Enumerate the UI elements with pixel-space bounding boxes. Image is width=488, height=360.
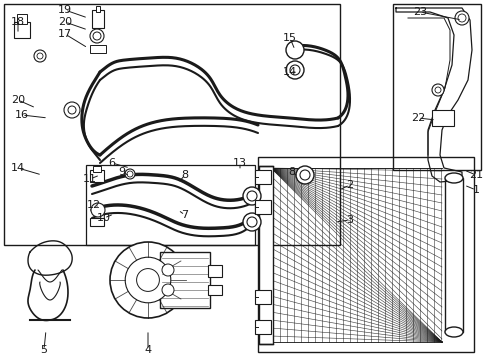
Circle shape xyxy=(457,14,465,22)
Bar xyxy=(444,178,462,332)
Circle shape xyxy=(295,166,313,184)
Text: 14: 14 xyxy=(11,163,25,173)
Text: 6: 6 xyxy=(108,158,115,168)
Circle shape xyxy=(93,32,101,40)
Text: 9: 9 xyxy=(118,167,125,177)
Circle shape xyxy=(434,87,440,93)
Text: 19: 19 xyxy=(58,5,72,15)
Text: 13: 13 xyxy=(232,158,246,168)
Bar xyxy=(431,110,453,126)
Circle shape xyxy=(454,11,468,25)
Bar xyxy=(90,170,104,182)
Bar xyxy=(90,45,106,53)
Bar xyxy=(160,252,209,308)
Circle shape xyxy=(246,217,257,227)
Bar xyxy=(207,285,222,295)
Bar xyxy=(254,290,270,304)
Bar xyxy=(14,22,30,38)
Circle shape xyxy=(125,257,170,303)
Text: 12: 12 xyxy=(87,200,101,210)
Bar xyxy=(92,10,104,28)
Circle shape xyxy=(162,264,174,276)
Circle shape xyxy=(285,61,304,79)
Text: 15: 15 xyxy=(283,33,296,43)
Text: 10: 10 xyxy=(97,213,111,223)
Text: 8: 8 xyxy=(288,167,295,177)
Circle shape xyxy=(34,50,46,62)
Circle shape xyxy=(431,84,443,96)
Circle shape xyxy=(285,41,304,59)
Bar xyxy=(259,166,272,344)
Circle shape xyxy=(299,170,309,180)
Circle shape xyxy=(289,65,299,75)
Text: 20: 20 xyxy=(11,95,25,105)
Circle shape xyxy=(91,203,105,217)
Circle shape xyxy=(68,106,76,114)
Circle shape xyxy=(136,269,159,291)
Bar xyxy=(90,218,104,226)
Text: 11: 11 xyxy=(83,174,97,184)
Circle shape xyxy=(162,284,174,296)
Bar xyxy=(93,166,101,172)
Bar xyxy=(86,165,254,245)
Text: 2: 2 xyxy=(346,180,353,190)
Bar xyxy=(17,14,27,24)
Bar xyxy=(254,320,270,334)
Text: 1: 1 xyxy=(471,185,479,195)
Text: 18: 18 xyxy=(11,17,25,27)
Text: 7: 7 xyxy=(181,210,188,220)
Text: 16: 16 xyxy=(15,110,29,120)
Circle shape xyxy=(110,242,185,318)
Bar xyxy=(207,265,222,277)
Text: 3: 3 xyxy=(346,215,353,225)
Text: 21: 21 xyxy=(468,170,482,180)
Text: 5: 5 xyxy=(41,345,47,355)
Text: 22: 22 xyxy=(410,113,424,123)
Circle shape xyxy=(246,191,257,201)
Text: 17: 17 xyxy=(58,29,72,39)
Circle shape xyxy=(64,102,80,118)
Bar xyxy=(258,157,473,352)
Text: 8: 8 xyxy=(181,170,188,180)
Text: 20: 20 xyxy=(58,17,72,27)
Bar xyxy=(96,6,100,12)
Circle shape xyxy=(37,53,43,59)
Circle shape xyxy=(90,29,104,43)
Text: 14: 14 xyxy=(283,67,296,77)
Circle shape xyxy=(125,169,135,179)
Bar xyxy=(392,4,480,170)
Bar xyxy=(4,4,339,245)
Bar xyxy=(254,200,270,214)
Circle shape xyxy=(243,213,261,231)
Circle shape xyxy=(243,187,261,205)
Text: 23: 23 xyxy=(412,7,426,17)
Ellipse shape xyxy=(444,173,462,183)
Text: 4: 4 xyxy=(144,345,151,355)
Bar xyxy=(254,170,270,184)
Circle shape xyxy=(127,171,133,177)
Ellipse shape xyxy=(444,327,462,337)
